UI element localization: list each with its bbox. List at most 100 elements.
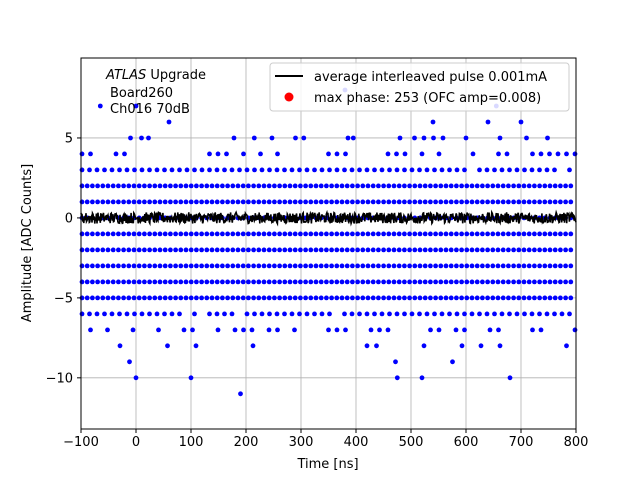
sample-point — [558, 247, 563, 253]
sample-point — [126, 199, 132, 205]
sample-point — [298, 183, 303, 189]
sample-point — [360, 279, 366, 285]
sample-point — [121, 279, 126, 285]
sample-point — [350, 279, 355, 285]
sample-point — [244, 311, 250, 317]
sample-point — [344, 279, 350, 285]
sample-point — [526, 263, 532, 269]
sample-point — [147, 311, 152, 317]
average-pulse-path — [80, 209, 577, 227]
sample-point — [287, 199, 293, 205]
sample-point — [495, 183, 501, 189]
sample-point — [412, 231, 418, 237]
sample-point — [443, 183, 449, 189]
sample-point — [266, 279, 272, 285]
sample-point — [454, 295, 459, 301]
sample-point — [478, 343, 484, 349]
sample-point — [544, 167, 550, 173]
sample-point — [537, 311, 542, 317]
sample-point — [344, 295, 350, 301]
sample-point — [424, 167, 430, 173]
sample-point — [516, 183, 522, 189]
sample-point — [298, 279, 303, 285]
sample-point — [132, 167, 137, 173]
sample-point — [511, 231, 516, 237]
sample-point — [516, 231, 522, 237]
sample-point — [349, 311, 355, 317]
sample-point — [183, 231, 189, 237]
sample-point — [526, 183, 532, 189]
sample-point — [370, 295, 376, 301]
sample-point — [422, 263, 428, 269]
sample-point — [391, 231, 397, 237]
sample-point — [319, 167, 325, 173]
sample-point — [402, 247, 407, 253]
sample-point — [240, 263, 246, 269]
annotation-line-3: Ch016 70dB — [110, 102, 190, 117]
sample-point — [84, 183, 90, 189]
sample-point — [90, 263, 95, 269]
sample-point — [558, 183, 563, 189]
sample-point — [147, 167, 152, 173]
sample-point — [130, 327, 136, 333]
sample-point — [412, 135, 417, 141]
sample-point — [287, 183, 293, 189]
sample-point — [277, 231, 282, 237]
sample-point — [237, 167, 242, 173]
sample-point — [490, 231, 496, 237]
sample-point — [526, 199, 532, 205]
sample-point — [100, 183, 106, 189]
sample-point — [246, 183, 251, 189]
sample-point — [459, 199, 464, 205]
sample-point — [136, 295, 142, 301]
sample-point — [256, 279, 262, 285]
sample-point — [95, 247, 100, 253]
sample-point — [402, 279, 407, 285]
sample-point — [178, 295, 184, 301]
sample-point — [235, 247, 241, 253]
sample-point — [178, 231, 184, 237]
sample-point — [235, 231, 241, 237]
sample-point — [304, 167, 310, 173]
sample-point — [220, 199, 225, 205]
sample-point — [256, 231, 262, 237]
sample-point — [433, 183, 438, 189]
sample-point — [199, 247, 205, 253]
sample-point — [220, 279, 225, 285]
sample-point — [516, 263, 522, 269]
x-axis-label: Time [ns] — [296, 457, 358, 472]
sample-point — [334, 151, 340, 157]
sample-point — [84, 231, 90, 237]
sample-point — [157, 183, 163, 189]
sample-point — [303, 279, 308, 285]
sample-point — [428, 247, 433, 253]
sample-point — [377, 327, 382, 333]
sample-point — [188, 199, 194, 205]
sample-point — [131, 263, 137, 269]
sample-point — [385, 151, 391, 157]
sample-point — [147, 231, 153, 237]
sample-point — [381, 183, 386, 189]
sample-point — [521, 279, 527, 285]
y-axis-label: Amplitude [ADC Counts] — [20, 164, 35, 322]
sample-point — [514, 167, 520, 173]
sample-point — [261, 247, 267, 253]
sample-point — [251, 183, 256, 189]
sample-point — [188, 247, 194, 253]
sample-point — [412, 247, 418, 253]
sample-point — [235, 295, 241, 301]
sample-point — [563, 279, 568, 285]
sample-point — [207, 167, 212, 173]
sample-point — [563, 247, 568, 253]
sample-point — [292, 263, 298, 269]
sample-point — [521, 199, 527, 205]
sample-point — [454, 231, 459, 237]
sample-point — [272, 247, 277, 253]
sample-point — [532, 279, 537, 285]
sample-point — [391, 295, 397, 301]
sample-point — [194, 295, 199, 301]
sample-point — [292, 199, 298, 205]
sample-point — [173, 183, 179, 189]
sample-point — [357, 167, 362, 173]
sample-point — [454, 311, 460, 317]
